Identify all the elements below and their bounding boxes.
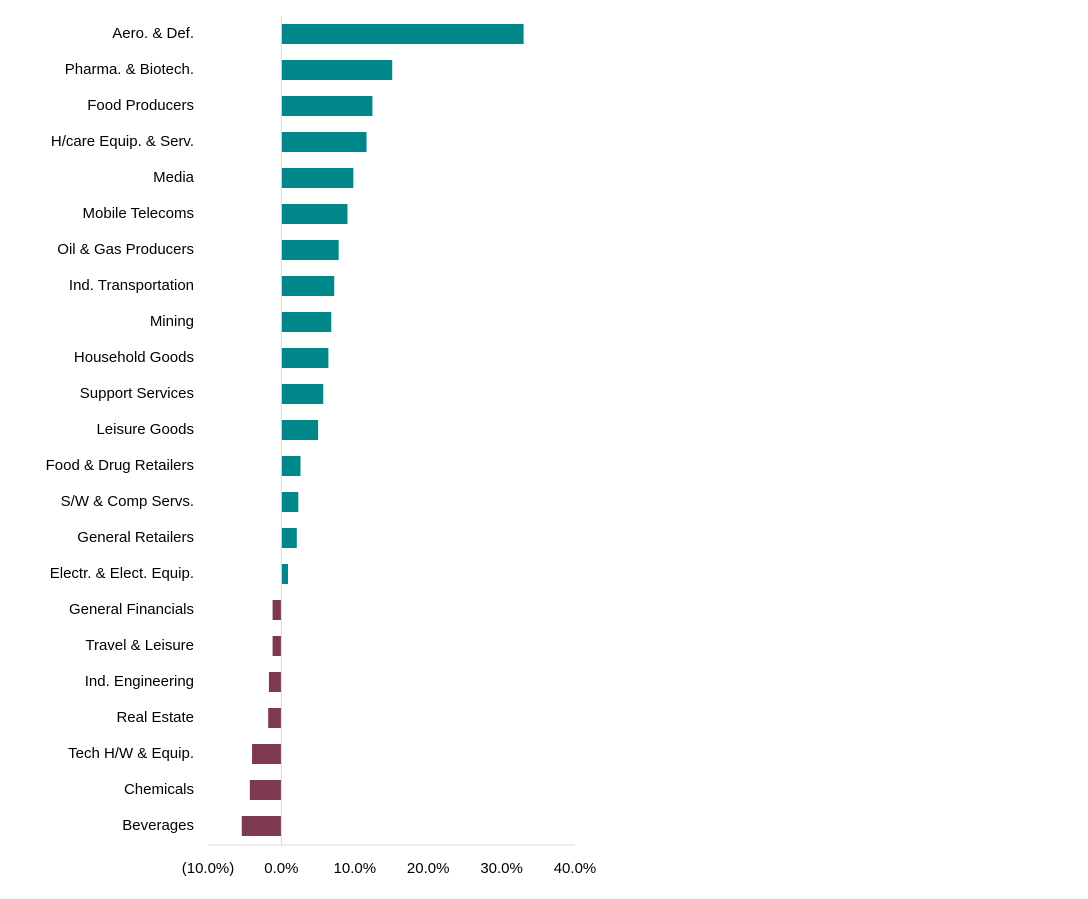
bar	[281, 456, 301, 476]
bar	[281, 420, 319, 440]
bar	[281, 96, 373, 116]
category-label: General Financials	[69, 601, 194, 618]
x-tick-label: 20.0%	[407, 860, 450, 877]
category-label: Electr. & Elect. Equip.	[50, 565, 194, 582]
category-labels-group: Aero. & Def. Pharma. & Biotech. Food Produ…	[46, 25, 195, 834]
bar	[281, 24, 524, 44]
x-tick-label: (10.0%)	[182, 860, 235, 877]
category-label: Ind. Transportation	[69, 277, 194, 294]
category-label: Household Goods	[74, 349, 194, 366]
x-tick-label: 0.0%	[264, 860, 298, 877]
bar	[281, 492, 299, 512]
bar	[281, 240, 339, 260]
category-label: Support Services	[80, 385, 194, 402]
category-label: Mobile Telecoms	[83, 205, 194, 222]
category-label: Food Producers	[87, 97, 194, 114]
bar	[272, 600, 282, 620]
bar	[281, 132, 367, 152]
bar	[281, 528, 297, 548]
category-label: Chemicals	[124, 781, 194, 798]
category-label: Ind. Engineering	[85, 673, 194, 690]
category-label: Oil & Gas Producers	[57, 241, 194, 258]
bar	[281, 60, 393, 80]
bar	[252, 744, 282, 764]
bar	[272, 636, 282, 656]
category-label: Food & Drug Retailers	[46, 457, 194, 474]
bar	[281, 168, 354, 188]
bar	[281, 276, 335, 296]
x-tick-label: 30.0%	[480, 860, 523, 877]
bar	[281, 564, 289, 584]
category-label: Tech H/W & Equip.	[68, 745, 194, 762]
bar	[268, 708, 282, 728]
x-tick-label: 10.0%	[334, 860, 377, 877]
bar	[241, 816, 282, 836]
category-label: H/care Equip. & Serv.	[51, 133, 194, 150]
category-label: Aero. & Def.	[112, 25, 194, 42]
category-label: General Retailers	[77, 529, 194, 546]
category-label: Leisure Goods	[96, 421, 194, 438]
category-label: Mining	[150, 313, 194, 330]
category-label: Pharma. & Biotech.	[65, 61, 194, 78]
x-tick-label: 40.0%	[554, 860, 597, 877]
bar	[281, 204, 348, 224]
category-label: S/W & Comp Servs.	[61, 493, 194, 510]
bar	[281, 384, 324, 404]
x-tick-labels-group: (10.0%) 0.0% 10.0% 20.0% 30.0% 40.0%	[182, 860, 597, 877]
bars-group	[241, 24, 524, 836]
category-label: Real Estate	[116, 709, 194, 726]
bar	[281, 312, 332, 332]
bar	[249, 780, 282, 800]
bar	[281, 348, 329, 368]
category-label: Travel & Leisure	[85, 637, 194, 654]
category-label: Beverages	[122, 817, 194, 834]
bar	[268, 672, 282, 692]
category-label: Media	[153, 169, 195, 186]
